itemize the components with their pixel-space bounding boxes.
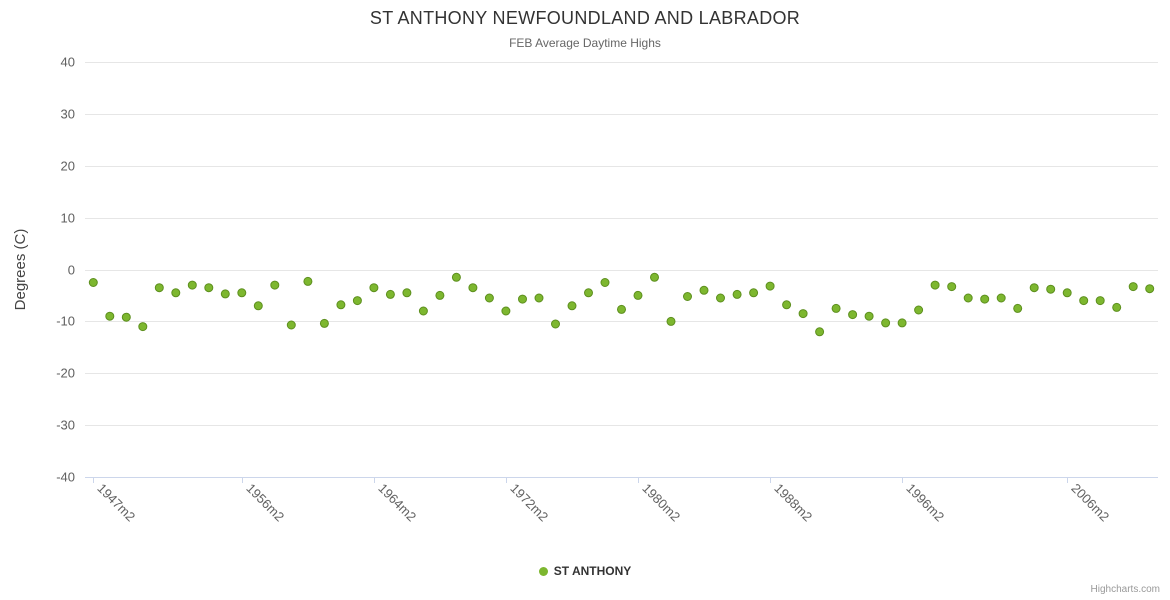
data-point[interactable]: [385, 289, 395, 299]
data-point[interactable]: [534, 293, 544, 303]
data-point[interactable]: [187, 280, 197, 290]
data-point[interactable]: [253, 301, 263, 311]
data-point[interactable]: [996, 293, 1006, 303]
data-point[interactable]: [1145, 284, 1155, 294]
data-point[interactable]: [633, 290, 643, 300]
data-point[interactable]: [121, 312, 131, 322]
data-point[interactable]: [617, 304, 626, 314]
data-point[interactable]: [518, 294, 527, 304]
credits-link[interactable]: Highcharts.com: [1090, 584, 1160, 595]
data-point[interactable]: [584, 288, 593, 298]
data-point[interactable]: [1079, 296, 1089, 306]
data-point[interactable]: [864, 311, 874, 321]
data-point[interactable]: [435, 290, 445, 300]
data-point[interactable]: [220, 289, 230, 299]
data-point[interactable]: [418, 306, 428, 316]
y-axis-tick-label: 30: [61, 107, 75, 122]
y-axis-tick-label: 0: [68, 263, 75, 278]
data-point[interactable]: [930, 280, 940, 290]
data-point[interactable]: [286, 320, 296, 330]
data-point[interactable]: [551, 319, 560, 329]
data-point[interactable]: [732, 289, 742, 299]
data-point[interactable]: [567, 301, 577, 311]
data-point[interactable]: [650, 272, 659, 282]
y-axis-tick-label: -30: [56, 418, 75, 433]
data-point[interactable]: [105, 311, 115, 321]
legend: ST ANTHONY: [0, 564, 1170, 578]
data-point[interactable]: [88, 278, 98, 287]
y-axis-tick-label: 10: [61, 211, 75, 226]
data-point[interactable]: [897, 318, 907, 328]
data-point[interactable]: [270, 280, 280, 290]
y-axis-title: Degrees (C): [12, 229, 29, 311]
data-point[interactable]: [1128, 282, 1138, 292]
data-point[interactable]: [237, 288, 247, 298]
data-point[interactable]: [484, 293, 494, 303]
data-point[interactable]: [402, 288, 412, 298]
x-axis-tick-label: 1996m2: [903, 481, 947, 525]
y-axis-tick-label: -20: [56, 366, 75, 381]
data-point[interactable]: [1112, 302, 1122, 312]
legend-item-st-anthony[interactable]: ST ANTHONY: [538, 564, 632, 578]
data-point[interactable]: [947, 282, 957, 292]
legend-label: ST ANTHONY: [553, 564, 632, 578]
data-point[interactable]: [980, 294, 990, 304]
data-point[interactable]: [815, 327, 825, 337]
y-axis-tick-label: 40: [61, 55, 75, 70]
x-axis-tick-label: 1964m2: [375, 481, 419, 525]
data-point[interactable]: [716, 293, 725, 303]
data-point[interactable]: [468, 283, 478, 293]
data-point[interactable]: [1095, 296, 1105, 306]
x-axis-tick-label: 1972m2: [507, 481, 551, 525]
data-point[interactable]: [319, 318, 329, 328]
data-point[interactable]: [881, 318, 891, 328]
x-axis-tick-label: 1980m2: [639, 481, 683, 525]
y-axis-tick-label: -10: [56, 314, 75, 329]
y-axis-tick-label: -40: [56, 470, 75, 485]
x-axis-tick-label: 1956m2: [243, 481, 287, 525]
y-axis-tick-label: 20: [61, 159, 75, 174]
data-point[interactable]: [303, 276, 313, 286]
data-point[interactable]: [352, 296, 362, 306]
chart-subtitle: FEB Average Daytime Highs: [509, 36, 661, 50]
data-point[interactable]: [600, 278, 610, 287]
x-axis-tick-label: 1947m2: [94, 481, 138, 525]
data-point[interactable]: [798, 309, 808, 319]
data-point[interactable]: [1062, 288, 1072, 298]
data-point[interactable]: [782, 300, 792, 310]
data-point[interactable]: [451, 272, 461, 282]
data-point[interactable]: [831, 303, 841, 313]
data-point[interactable]: [204, 283, 214, 293]
data-point[interactable]: [848, 310, 858, 320]
data-point[interactable]: [154, 283, 164, 293]
data-point[interactable]: [683, 292, 692, 301]
data-point[interactable]: [1029, 283, 1039, 293]
data-point[interactable]: [914, 305, 924, 315]
legend-marker-icon: [538, 566, 548, 576]
x-axis-tick-label: 2006m2: [1068, 481, 1112, 525]
data-point[interactable]: [699, 285, 709, 295]
chart-title: ST ANTHONY NEWFOUNDLAND AND LABRADOR: [369, 8, 801, 28]
data-point[interactable]: [336, 300, 346, 310]
data-point[interactable]: [666, 316, 676, 326]
data-point[interactable]: [765, 281, 775, 291]
data-point[interactable]: [369, 283, 379, 293]
x-axis-tick-label: 1988m2: [771, 481, 815, 525]
data-point[interactable]: [1013, 303, 1023, 313]
data-point[interactable]: [963, 293, 973, 303]
data-point[interactable]: [1046, 284, 1056, 294]
data-point[interactable]: [749, 288, 759, 298]
data-point[interactable]: [171, 288, 181, 298]
data-point[interactable]: [501, 306, 511, 316]
data-point[interactable]: [138, 322, 148, 332]
